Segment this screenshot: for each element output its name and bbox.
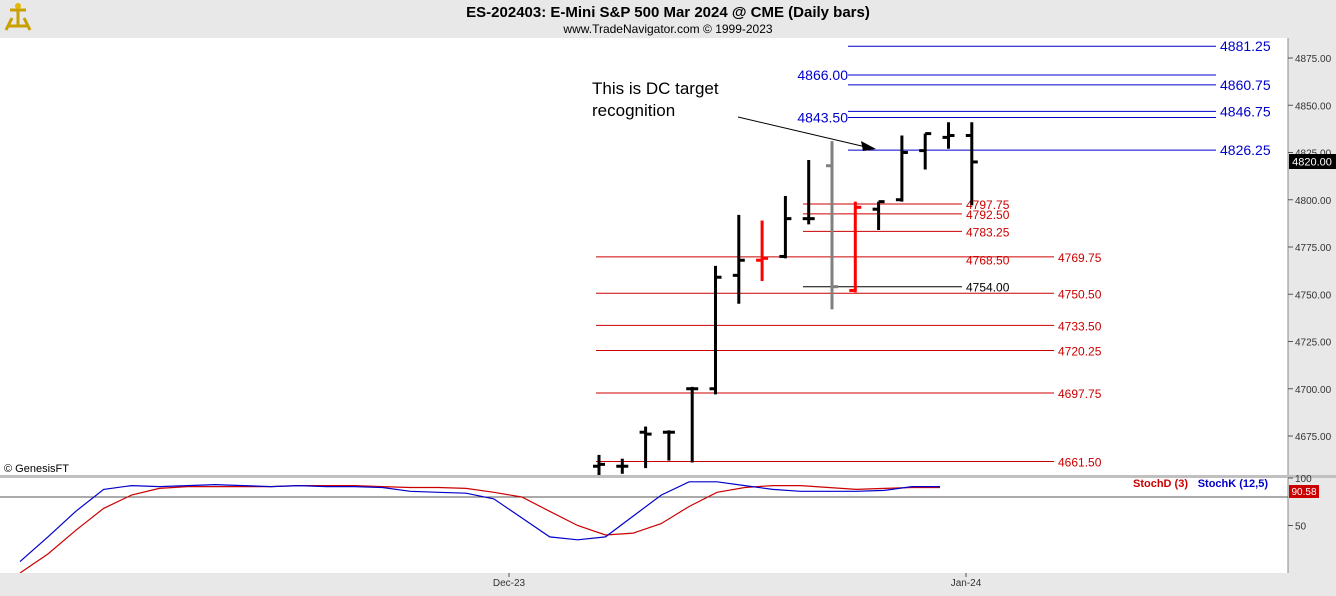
ohlc-bar[interactable] xyxy=(802,160,815,225)
level-label: 4750.50 xyxy=(1058,287,1102,301)
annotation-line2: recognition xyxy=(592,101,675,120)
level-label: 4866.00 xyxy=(797,67,848,83)
annotation-arrow xyxy=(737,116,876,151)
ohlc-bar[interactable] xyxy=(616,458,629,474)
ohlc-bar[interactable] xyxy=(709,265,722,395)
price-tick-label: 4800.00 xyxy=(1295,196,1332,207)
watermark: © GenesisFT xyxy=(4,463,69,475)
price-tick-label: 4750.00 xyxy=(1295,290,1332,301)
stochd-line xyxy=(19,485,940,574)
price-tick-label: 4775.00 xyxy=(1295,243,1332,254)
level-label: 4783.25 xyxy=(966,225,1010,239)
price-tick-label: 4675.00 xyxy=(1295,432,1332,443)
ohlc-bar[interactable] xyxy=(895,135,908,202)
price-axis xyxy=(1288,38,1336,475)
ohlc-bar[interactable] xyxy=(732,214,745,304)
ohlc-bar[interactable] xyxy=(965,122,978,206)
stoch-tick-label: 100 xyxy=(1295,474,1312,485)
panel-separator[interactable] xyxy=(0,475,1336,478)
trading-logo-icon[interactable] xyxy=(4,3,32,31)
last-price-label: 4820.00 xyxy=(1292,157,1332,169)
legend-stochd: StochD (3) xyxy=(1133,478,1188,490)
ohlc-bar[interactable] xyxy=(849,201,862,293)
time-axis xyxy=(0,573,1336,591)
ohlc-bar[interactable] xyxy=(686,386,699,463)
level-label: 4754.00 xyxy=(966,281,1010,295)
level-label: 4846.75 xyxy=(1220,103,1271,119)
annotation-line1: This is DC target xyxy=(592,79,719,98)
ohlc-bar[interactable] xyxy=(639,426,652,469)
level-label: 4843.50 xyxy=(797,110,848,126)
level-label: 4720.25 xyxy=(1058,344,1102,358)
stoch-last-tag: 90.58 xyxy=(1289,485,1319,498)
stoch-last-label: 90.58 xyxy=(1291,487,1316,498)
stoch-tick-label: 50 xyxy=(1295,522,1307,533)
stochk-line xyxy=(19,481,940,563)
level-label: 4797.75 xyxy=(966,198,1010,212)
level-label: 4881.25 xyxy=(1220,38,1271,54)
chart-subtitle: www.TradeNavigator.com © 1999-2023 xyxy=(562,22,772,36)
price-tick-label: 4725.00 xyxy=(1295,338,1332,349)
stoch-panel[interactable] xyxy=(0,478,1288,573)
chart-title: ES-202403: E-Mini S&P 500 Mar 2024 @ CME… xyxy=(466,4,870,21)
price-tick-label: 4875.00 xyxy=(1295,54,1332,65)
last-price-tag: 4820.00 xyxy=(1289,154,1336,169)
time-tick-label: Dec-23 xyxy=(493,578,526,589)
level-label: 4661.50 xyxy=(1058,456,1102,470)
ohlc-bar[interactable] xyxy=(942,122,955,149)
header-bar xyxy=(0,0,1336,38)
ohlc-bar[interactable] xyxy=(872,200,885,230)
level-label: 4826.25 xyxy=(1220,142,1271,158)
ohlc-bar[interactable] xyxy=(826,141,838,310)
price-tick-label: 4850.00 xyxy=(1295,101,1332,112)
ohlc-bar[interactable] xyxy=(756,220,769,282)
level-label: 4697.75 xyxy=(1058,387,1102,401)
level-label: 4769.75 xyxy=(1058,251,1102,265)
ohlc-bar[interactable] xyxy=(919,132,932,170)
level-label: 4768.50 xyxy=(966,253,1010,267)
price-tick-label: 4700.00 xyxy=(1295,385,1332,396)
level-label: 4792.50 xyxy=(966,208,1010,222)
ohlc-bar[interactable] xyxy=(779,195,792,259)
time-tick-label: Jan-24 xyxy=(951,578,982,589)
level-label: 4860.75 xyxy=(1220,77,1271,93)
ohlc-bar[interactable] xyxy=(662,430,675,461)
level-label: 4733.50 xyxy=(1058,319,1102,333)
legend-stochk: StochK (12,5) xyxy=(1198,478,1269,490)
